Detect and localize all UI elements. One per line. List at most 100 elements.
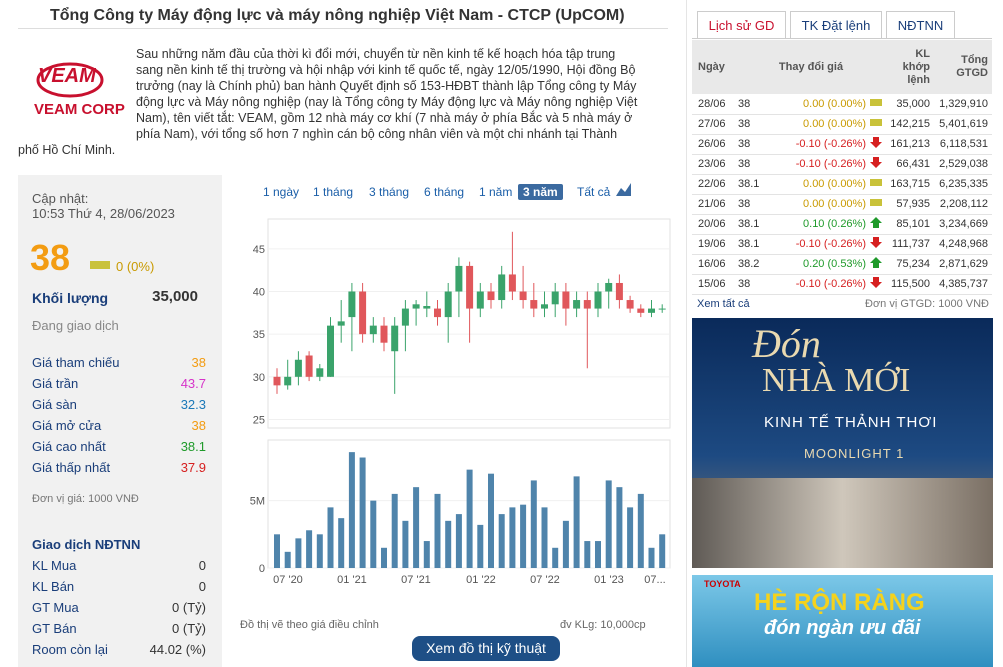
- field-value: 0 (Tỷ): [172, 600, 206, 615]
- change-cell: -0.10 (-0.26%): [795, 158, 866, 170]
- right-panel: [686, 0, 1003, 667]
- quote-panel: Cập nhật: 10:53 Thứ 4, 28/06/2023 38 0 (…: [18, 175, 222, 667]
- see-all[interactable]: Xem tất cả: [697, 298, 750, 310]
- range-button[interactable]: 1 năm: [479, 185, 513, 199]
- table-row: 20/06 38.1 0.10 (0.26%) 85,101 3,234,669: [692, 214, 992, 234]
- x-tick-label: 01 '22: [466, 574, 496, 585]
- y-tick-label: 40: [253, 287, 265, 299]
- volume-bar: [466, 469, 473, 568]
- range-button[interactable]: Tất cả: [577, 185, 611, 199]
- volume-bar: [627, 507, 634, 568]
- price-cell: 38: [738, 97, 751, 110]
- volume-bar: [573, 476, 580, 568]
- trend-icon: [867, 234, 885, 254]
- candle-body: [369, 325, 377, 335]
- price-cell: 38: [738, 138, 751, 150]
- field-value: 38.1: [180, 439, 206, 454]
- candle-body: [562, 291, 570, 309]
- volume-bar: [455, 514, 462, 568]
- candle-body: [337, 321, 345, 326]
- price-cell: 38.1: [738, 178, 760, 190]
- technical-chart-button[interactable]: Xem đồ thị kỹ thuật: [412, 636, 560, 661]
- volume-bar: [616, 487, 623, 568]
- change-cell: 0.10 (0.26%): [803, 218, 866, 230]
- value-cell: 5,401,619: [939, 118, 988, 130]
- candle-body: [455, 265, 463, 292]
- header-row: Ngày Thay đổi giá KL khớp lệnh Tổng GTGD: [692, 40, 992, 94]
- field-value: 38: [191, 418, 206, 433]
- volume-cell: 66,431: [896, 158, 930, 170]
- field-label: Giá tham chiếu: [32, 355, 120, 370]
- range-button[interactable]: 1 ngày: [263, 185, 300, 199]
- volume-cell: 163,715: [890, 178, 930, 190]
- volume-bar: [316, 534, 323, 568]
- price-cell: 38: [738, 278, 751, 290]
- trend-icon: [867, 134, 885, 154]
- trend-icon: [867, 174, 885, 194]
- field-row: Giá cao nhất 38.1: [32, 439, 222, 459]
- range-button[interactable]: 3 năm: [518, 184, 563, 200]
- table-row: 15/06 38 -0.10 (-0.26%) 115,500 4,385,737: [692, 274, 992, 294]
- tab-line: [692, 38, 992, 39]
- candle-body: [573, 300, 581, 309]
- ad-banner[interactable]: TOYOTA HÈ RỘN RÀNG đón ngàn ưu đãi: [692, 575, 993, 667]
- chart-unit: đv KLg: 10,000cp: [560, 619, 646, 631]
- candle-body: [637, 308, 645, 313]
- price-cell: 38.1: [738, 218, 760, 230]
- volume-bar: [648, 547, 655, 568]
- field-label: Giá trần: [32, 376, 79, 391]
- volume-bar: [274, 534, 280, 568]
- field-label: Room còn lại: [32, 642, 108, 657]
- tab[interactable]: Lịch sử GD: [697, 11, 786, 39]
- candle-body: [551, 291, 559, 305]
- volume-bar: [434, 493, 441, 568]
- ad-text: Đón: [752, 321, 821, 366]
- date-cell: 27/06: [698, 118, 726, 130]
- range-button[interactable]: 3 tháng: [369, 185, 410, 199]
- range-button[interactable]: 6 tháng: [424, 185, 465, 199]
- volume-cell: 85,101: [896, 218, 930, 230]
- date-cell: 22/06: [698, 178, 726, 190]
- field-value: 0: [198, 579, 206, 594]
- flat-icon: [870, 199, 882, 206]
- volume-cell: 161,213: [890, 138, 930, 150]
- price-cell: 38.1: [738, 238, 760, 250]
- change-cell: -0.10 (-0.26%): [795, 138, 866, 150]
- down-icon: [870, 137, 882, 148]
- change-cell: 0.00 (0.00%): [803, 118, 866, 130]
- candle-body: [444, 291, 452, 318]
- field-value: 38: [191, 355, 206, 370]
- logo-mark: [36, 62, 104, 98]
- candle-body: [583, 300, 591, 309]
- field-row: Room còn lại 44.02 (%): [32, 642, 222, 662]
- tab[interactable]: NĐTNN: [886, 11, 955, 39]
- tab[interactable]: TK Đặt lệnh: [790, 11, 882, 39]
- history-table: Ngày Thay đổi giá KL khớp lệnh Tổng GTGD…: [692, 40, 992, 295]
- divider: [18, 28, 668, 29]
- foreign-title: Giao dịch NĐTNN: [32, 537, 141, 552]
- change-cell: 0.00 (0.00%): [803, 178, 866, 190]
- chart-icon[interactable]: [614, 180, 634, 200]
- volume-bar: [284, 551, 291, 568]
- trend-icon: [867, 114, 885, 134]
- volume-label: Khối lượng: [32, 290, 109, 306]
- field-row: KL Mua 0: [32, 558, 222, 578]
- volume-bar: [402, 520, 409, 568]
- field-label: Giá sàn: [32, 397, 77, 412]
- x-tick-label: 07 '21: [401, 574, 431, 585]
- field-row: Giá mở cửa 38: [32, 418, 222, 438]
- table-row: 21/06 38 0.00 (0.00%) 57,935 2,208,112: [692, 194, 992, 214]
- date-cell: 19/06: [698, 238, 726, 250]
- field-label: KL Bán: [32, 579, 75, 594]
- candle-body: [294, 359, 302, 377]
- volume-bar: [381, 547, 387, 568]
- ad-banner[interactable]: Đón NHÀ MỚI KINH TẾ THẢNH THƠI MOONLIGHT…: [692, 318, 993, 568]
- volume-bar: [530, 480, 537, 568]
- candle-body: [508, 274, 516, 292]
- range-button[interactable]: 1 tháng: [313, 185, 354, 199]
- field-value: 37.9: [180, 460, 206, 475]
- volume-bar: [552, 547, 559, 568]
- volume-bar: [562, 520, 569, 568]
- trend-icon: [867, 154, 885, 174]
- candle-body: [626, 300, 634, 309]
